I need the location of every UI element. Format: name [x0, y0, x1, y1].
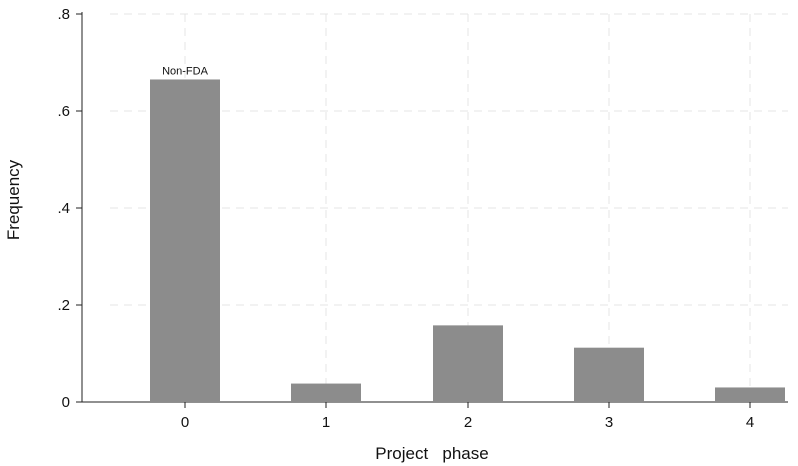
- y-tick-label: 0: [62, 394, 70, 411]
- labels: 0 .2 .4 .6 .8 0 1 2 3 4 Non-FDA: [57, 6, 754, 431]
- x-axis-title: Project phase: [375, 444, 488, 463]
- bar-annotation: Non-FDA: [162, 65, 209, 77]
- bar: [433, 325, 503, 402]
- y-tick-label: .8: [57, 6, 70, 23]
- y-axis-title: Frequency: [4, 159, 23, 240]
- x-tick-label: 3: [605, 414, 613, 431]
- bars: [150, 79, 785, 402]
- y-tick-label: .6: [57, 103, 70, 120]
- bar: [715, 387, 785, 402]
- y-tick-label: .2: [57, 297, 70, 314]
- x-tick-label: 4: [746, 414, 754, 431]
- bar: [150, 79, 220, 402]
- x-tick-label: 0: [181, 414, 189, 431]
- bar: [574, 347, 644, 402]
- y-tick-label: .4: [57, 200, 70, 217]
- x-tick-label: 1: [322, 414, 330, 431]
- bar: [291, 383, 361, 402]
- x-tick-label: 2: [464, 414, 472, 431]
